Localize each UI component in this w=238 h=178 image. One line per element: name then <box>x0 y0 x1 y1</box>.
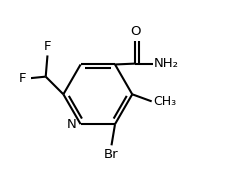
Text: F: F <box>44 40 51 53</box>
Text: F: F <box>19 72 26 85</box>
Text: N: N <box>67 118 77 131</box>
Text: O: O <box>130 25 141 38</box>
Text: NH₂: NH₂ <box>154 57 179 70</box>
Text: CH₃: CH₃ <box>153 95 176 108</box>
Text: Br: Br <box>103 148 118 161</box>
